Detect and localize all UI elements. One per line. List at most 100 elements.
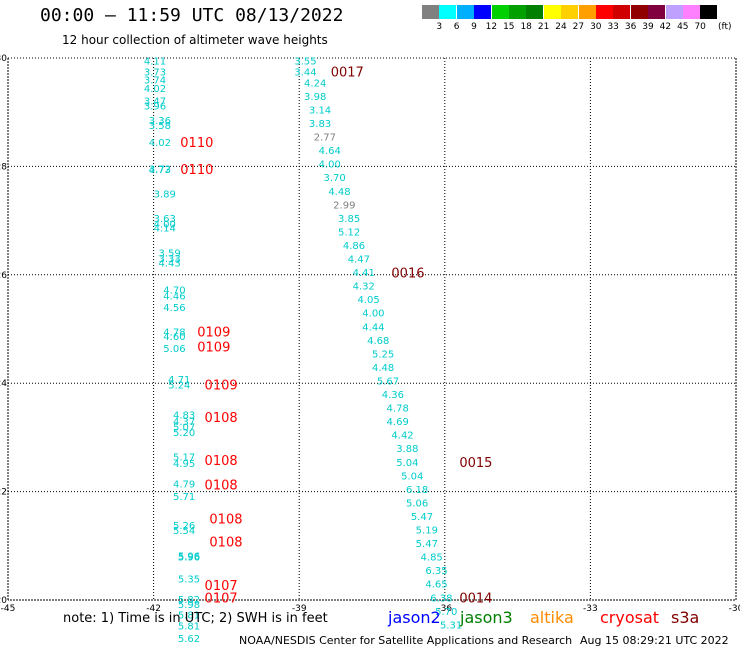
color-legend-label: 21 [537,22,550,32]
wave-height-value: 3.72 [149,165,171,176]
wave-height-value: 4.14 [154,224,176,235]
wave-height-value: 4.79 [173,479,195,490]
wave-height-value: 5.71 [173,492,195,503]
track-time-label: 0107 [205,591,238,606]
track-time-label: 0108 [209,513,242,528]
y-tick-label: 20 [0,596,7,606]
footer-credit: NOAA/NESDIS Center for Satellite Applica… [239,634,573,647]
track-time-label: 0107 [205,579,238,594]
footer-note: note: 1) Time is in UTC; 2) SWH is in fe… [63,611,328,626]
color-legend-label: 24 [555,22,567,32]
satellite-jason2-label: jason2 [388,608,441,627]
color-legend-swatch [526,5,544,19]
wave-height-value: 4.42 [391,431,413,442]
x-tick-label: -36 [437,604,452,614]
color-legend-label: 45 [677,22,689,32]
wave-height-value: 3.89 [154,190,176,201]
wave-height-value: 3.47 [144,96,166,107]
wave-height-value: 4.78 [387,404,409,415]
wave-height-value: 5.07 [173,423,195,434]
wave-height-value: 3.58 [149,121,171,132]
color-legend-label: 18 [520,22,532,32]
color-legend-swatch [683,5,700,19]
wave-height-value: 4.83 [173,411,195,422]
wave-height-value: 4.48 [328,187,350,198]
wave-height-value: 5.12 [338,227,360,238]
wave-height-value: 5.81 [178,611,200,622]
footer-timestamp: Aug 15 08:29:21 UTC 2022 [580,634,729,647]
track-time-label: 0014 [459,591,492,606]
wave-height-value: 4.05 [357,295,379,306]
color-legend-unit: (ft) [718,22,732,32]
wave-height-value: 4.41 [353,268,375,279]
color-legend-label: 12 [485,22,498,32]
wave-height-value: 3.88 [396,444,418,455]
color-legend-label: 36 [624,22,637,32]
wave-height-value: 4.00 [362,309,384,320]
wave-height-value: 4.78 [163,328,185,339]
wave-height-value: 4.64 [319,146,341,157]
wave-height-value: 5.17 [173,452,195,463]
wave-height-value: 5.04 [396,458,418,469]
wave-height-value: 5.62 [178,634,200,645]
wave-height-value: 4.37 [173,417,195,428]
color-legend-swatch [596,5,613,19]
wave-height-value: 5.35 [178,574,200,585]
wave-height-value: 3.33 [158,254,180,265]
color-legend-swatch [491,5,509,19]
wave-height-value: 4.11 [144,57,166,68]
wave-height-value: 4.02 [149,138,171,149]
wave-height-value: 5.47 [411,512,433,523]
wave-height-value: 4.47 [348,255,370,266]
wave-height-value: 4.95 [173,459,195,470]
track-time-label: 0108 [205,411,238,426]
track-time-label: 0108 [209,535,242,550]
track-time-label: 0110 [180,163,213,178]
color-legend-label: 42 [659,22,672,32]
color-legend-label: 70 [694,22,706,32]
track-time-label: 0017 [331,66,364,81]
color-legend-swatch [665,5,683,19]
color-legend-label: 9 [471,22,477,32]
color-legend-swatch [578,5,596,19]
y-tick-label: 26 [0,271,7,281]
chart-title: 00:00 – 11:59 UTC 08/13/2022 [40,5,344,26]
y-tick-label: 22 [0,488,7,498]
wave-height-value: 4.69 [387,417,409,428]
y-tick-label: 28 [0,162,7,172]
color-legend-label: 30 [590,22,602,32]
color-legend-label: 3 [436,22,443,32]
wave-height-value: 4.46 [163,291,185,302]
wave-height-value: 3.74 [144,76,166,87]
color-legend-label: 15 [503,22,515,32]
chart-subtitle: 12 hour collection of altimeter wave hei… [62,33,328,47]
wave-height-value: 3.44 [294,68,316,79]
track-time-label: 0015 [459,456,492,471]
x-tick-label: -39 [292,604,307,614]
color-legend-swatch [648,5,666,19]
wave-height-value: 3.70 [323,173,345,184]
wave-height-value: 3.85 [338,214,360,225]
wave-height-value: 4.48 [372,363,394,374]
wave-height-value: 5.82 [178,595,200,606]
wave-height-value: 3.96 [144,102,166,113]
color-legend-swatch [509,5,526,19]
wave-height-value: 3.14 [309,105,331,116]
wave-height-value: 5.96 [178,553,200,564]
wave-height-value: 4.00 [319,160,341,171]
wave-height-value: 2.77 [314,133,336,144]
wave-height-value: 5.67 [377,376,399,387]
x-tick-label: -45 [1,604,16,614]
wave-height-value: 5.70 [435,607,457,618]
wave-height-value: 3.98 [304,92,326,103]
color-legend-swatch [439,5,457,19]
color-legend-label: 27 [572,22,585,32]
wave-height-value: 3.73 [144,68,166,79]
wave-height-value: 4.44 [362,322,384,333]
wave-height-value: 3.63 [154,214,176,225]
wave-height-value: 3.36 [149,116,171,127]
wave-height-value: 4.60 [163,332,185,343]
track-time-label: 0108 [205,479,238,494]
wave-height-value: 4.02 [144,84,166,95]
wave-height-value: 5.06 [163,344,185,355]
